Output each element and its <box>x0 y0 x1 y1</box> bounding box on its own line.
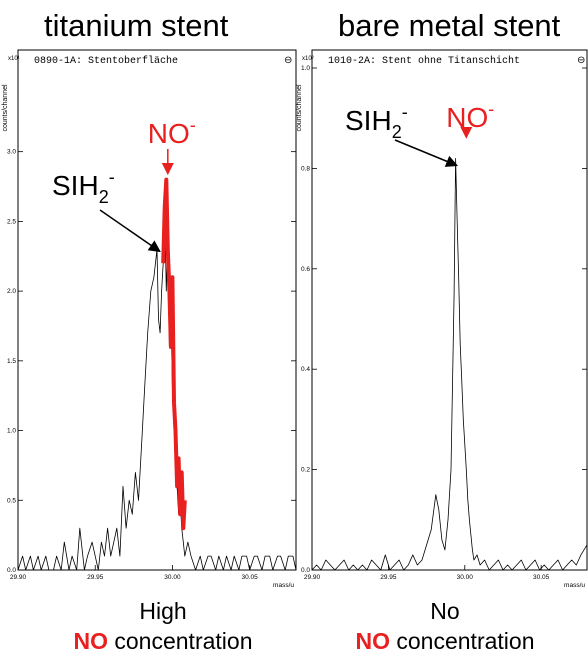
plot-frame-left <box>17 49 297 571</box>
panel-title-left: titanium stent <box>44 8 229 43</box>
annotation-sup-left-0: - <box>190 115 196 135</box>
y-axis-label-left: counts/channel <box>2 84 9 132</box>
annotation-sup-right-1: - <box>402 102 408 122</box>
y-tick-label-left-3: 1.5 <box>7 358 16 365</box>
annotation-label-left-0: NO- <box>148 115 196 149</box>
caption-right-line2: NO concentration <box>300 626 588 656</box>
annotation-label-left-1: SIH2- <box>52 167 115 207</box>
caption-left-bold: NO <box>73 628 109 654</box>
annotation-arrow-right-1 <box>394 139 459 167</box>
annotation-main-right-0: NO <box>446 102 488 133</box>
annotation-label-right-0: NO- <box>446 99 494 133</box>
caption-right-bold: NO <box>355 628 391 654</box>
x-tick-label-left-1: 29.95 <box>87 574 104 581</box>
annotation-label-right-1: SIH2- <box>345 102 408 142</box>
x-tick-label-left-2: 30.00 <box>164 574 181 581</box>
caption-left-rest: concentration <box>108 628 253 654</box>
plot-frame-right <box>311 49 588 571</box>
x-axis-label-left: mass/u <box>273 582 294 589</box>
y-tick-label-right-3: 0.6 <box>301 266 310 273</box>
y-tick-label-right-4: 0.8 <box>301 165 310 172</box>
spectrum-label-right: 1010-2A: Stent ohne Titanschicht <box>328 55 520 67</box>
caption-left-line1: High <box>139 598 187 624</box>
annotation-main-left-0: NO <box>148 118 190 149</box>
y-multiplier-left: x10¹ <box>8 56 20 62</box>
annotation-sub-right-1: 2 <box>392 122 402 142</box>
series-line-left-1 <box>161 177 187 531</box>
y-tick-label-left-1: 0.5 <box>7 497 16 504</box>
caption-right-rest: concentration <box>390 628 535 654</box>
x-tick-label-right-1: 29.95 <box>380 574 397 581</box>
y-tick-label-left-5: 2.5 <box>7 218 16 225</box>
y-tick-label-left-2: 1.0 <box>7 428 16 435</box>
series-line-right-0 <box>311 158 588 571</box>
caption-left-line2: NO concentration <box>18 626 308 656</box>
y-tick-label-left-6: 3.0 <box>7 149 16 156</box>
x-tick-label-right-3: 30.05 <box>533 574 550 581</box>
series-line-left-0 <box>17 207 297 571</box>
y-multiplier-right: x10² <box>302 56 314 62</box>
annotation-main-right-1: SIH <box>345 105 392 136</box>
y-tick-label-right-2: 0.4 <box>301 366 310 373</box>
y-tick-label-left-0: 0.0 <box>7 567 16 574</box>
annotation-sub-left-1: 2 <box>99 187 109 207</box>
annotation-main-left-1: SIH <box>52 170 99 201</box>
y-tick-label-left-4: 2.0 <box>7 288 16 295</box>
caption-right: No NO concentration <box>300 596 588 656</box>
annotation-arrow-left-1 <box>99 209 161 253</box>
x-tick-label-right-0: 29.90 <box>304 574 321 581</box>
x-axis-label-right: mass/u <box>564 582 585 589</box>
spectrum-label-left: 0890-1A: Stentoberfläche <box>34 55 178 67</box>
settings-icon-left: ⊖ <box>284 55 292 66</box>
y-tick-label-right-0: 0.0 <box>301 567 310 574</box>
y-axis-label-right: counts/channel <box>296 84 303 132</box>
settings-icon-right: ⊖ <box>577 55 585 66</box>
annotation-sup-right-0: - <box>488 99 494 119</box>
y-tick-label-right-1: 0.2 <box>301 467 310 474</box>
caption-left: High NO concentration <box>18 596 308 656</box>
annotation-sup-left-1: - <box>109 167 115 187</box>
x-tick-label-left-0: 29.90 <box>10 574 27 581</box>
panel-title-right: bare metal stent <box>338 8 561 43</box>
y-tick-label-right-5: 1.0 <box>301 65 310 72</box>
x-tick-label-right-2: 30.00 <box>457 574 474 581</box>
x-tick-label-left-3: 30.05 <box>242 574 259 581</box>
caption-right-line1: No <box>430 598 460 624</box>
